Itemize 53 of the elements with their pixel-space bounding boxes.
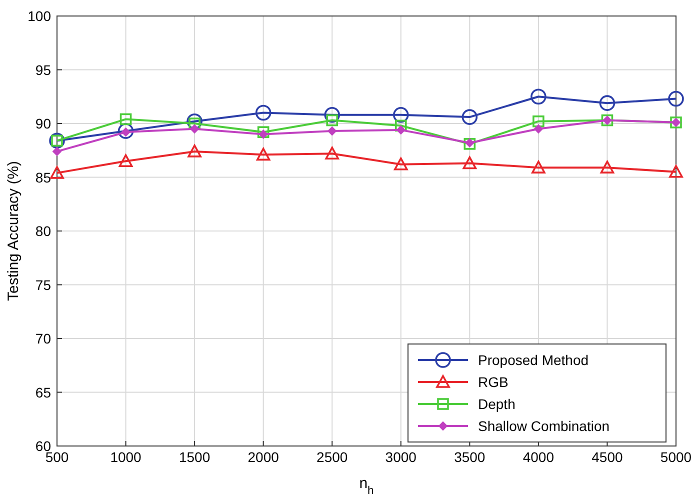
point [669, 164, 683, 178]
y-tick-label: 100 [28, 8, 52, 24]
point [394, 120, 407, 132]
point [668, 90, 684, 107]
y-tick-label: 70 [35, 330, 52, 346]
point [532, 115, 544, 128]
point [50, 166, 64, 179]
y-tick-label: 65 [35, 384, 52, 400]
point [118, 123, 134, 139]
point [599, 95, 616, 111]
point [120, 113, 132, 126]
x-tick-label: 1500 [178, 449, 210, 465]
x-axis-title: n$_{h}$ [359, 475, 374, 496]
point [534, 124, 543, 134]
point [186, 113, 202, 130]
x-tick-label: 2000 [248, 449, 280, 465]
x-tick-label: 1000 [110, 449, 142, 465]
y-tick-label: 85 [35, 169, 52, 186]
x-tick-label: 2500 [316, 449, 348, 465]
point [394, 157, 408, 170]
legend-label: Depth [478, 396, 516, 412]
legend-label: RGB [478, 374, 508, 390]
point [257, 126, 270, 138]
point [52, 146, 62, 156]
point [532, 160, 546, 174]
y-tick-label: 75 [35, 276, 52, 293]
point [392, 107, 409, 123]
x-tick-label: 3000 [385, 449, 417, 465]
x-tick-label: 4500 [592, 449, 624, 465]
legend-label: Proposed Method [478, 352, 589, 368]
x-tick-label: 3500 [454, 449, 486, 465]
point [324, 107, 340, 123]
y-tick-label: 95 [35, 62, 52, 78]
point [462, 156, 477, 170]
point [600, 160, 614, 174]
point [256, 148, 270, 161]
y-tick-label: 90 [35, 116, 52, 132]
y-tick-label: 80 [35, 223, 52, 239]
x-tick-label: 5000 [660, 449, 691, 465]
point [328, 126, 337, 136]
point [325, 146, 340, 160]
point [465, 138, 474, 148]
point [396, 125, 406, 134]
point [188, 144, 202, 158]
point [190, 124, 200, 134]
point [258, 130, 268, 139]
x-tick-label: 4000 [522, 449, 554, 465]
legend-label: Shallow Combination [478, 418, 610, 434]
point [462, 109, 478, 125]
point [530, 88, 546, 105]
y-axis-title: Testing Accuracy (%) [5, 160, 22, 302]
point [118, 154, 133, 168]
point [255, 104, 272, 121]
